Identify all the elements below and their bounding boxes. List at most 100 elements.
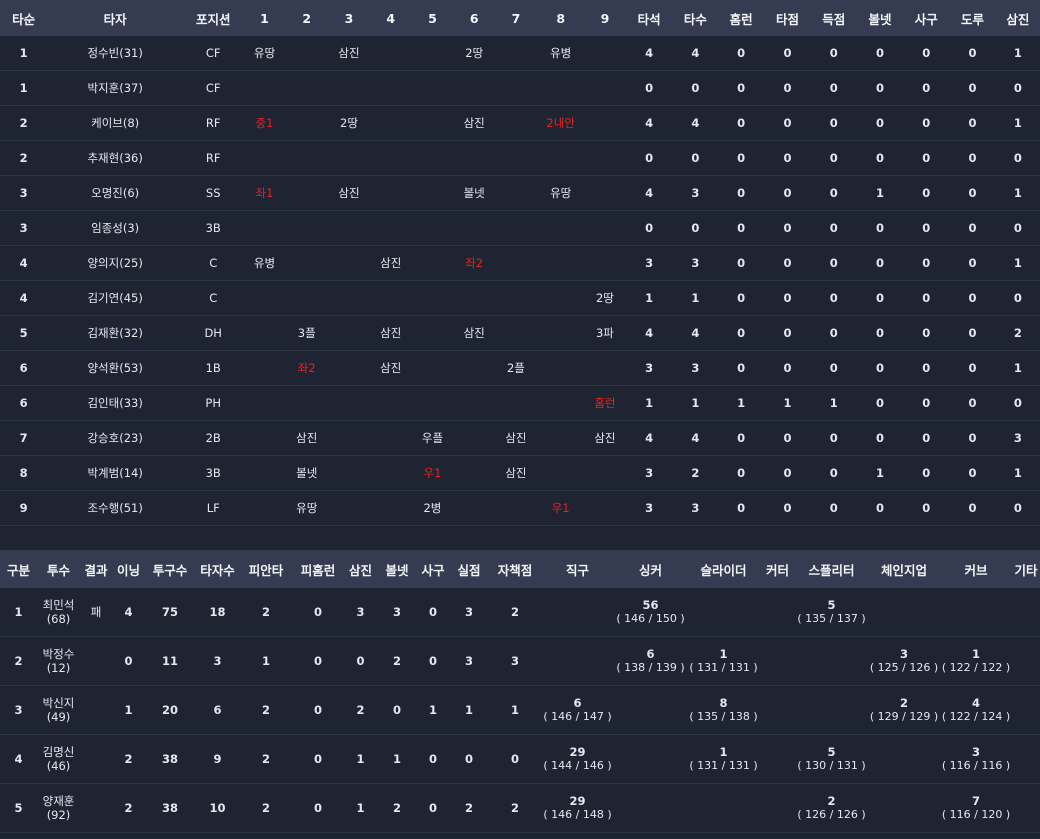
- pitching-header-cell: 피안타: [240, 550, 292, 588]
- pitch-type-cell: [760, 783, 795, 833]
- batting-row: 9 조수행(51) LF 유땅 2병 우1 3 3 0 0 0 0 0 0 0: [0, 490, 1040, 526]
- pitch-type-cell: [760, 734, 795, 784]
- inning-result: 삼진: [453, 315, 495, 351]
- pitching-stat: 패: [80, 588, 112, 637]
- batter-name: 강승호(23): [47, 420, 184, 456]
- pitching-stat: 0: [417, 734, 449, 784]
- batting-stat: 0: [903, 36, 950, 71]
- batting-stat: 1: [625, 385, 673, 421]
- batting-stat: 0: [903, 210, 950, 246]
- batting-stat: 1: [810, 385, 857, 421]
- inning-result: 유땅: [537, 175, 585, 211]
- batting-stat: 0: [672, 140, 719, 176]
- pitch-speed: ( 146 / 147 ): [543, 710, 612, 723]
- inning-result: [411, 315, 454, 351]
- inning-result: [453, 385, 495, 421]
- batter-position: C: [183, 280, 244, 316]
- batting-stat: 0: [856, 140, 904, 176]
- batting-order: 1: [0, 70, 48, 106]
- pitcher-number: (49): [46, 710, 71, 724]
- inning-result: [537, 385, 585, 421]
- pitching-header-row: 구분 투수 결과 이닝 투구수 타자수 피안타 피홈런 삼진 볼넷 사구 실점 자책점 직구 싱커 슬라이더 커…: [0, 550, 1040, 588]
- batting-stat: 0: [949, 245, 996, 281]
- batting-header-cell: 타수: [672, 0, 719, 36]
- inning-result: [243, 70, 286, 106]
- batting-stat: 3: [625, 490, 673, 526]
- inning-result: [370, 385, 412, 421]
- pitch-type-cell: 3( 125 / 126 ): [868, 636, 940, 686]
- batting-row: 2 케이브(8) RF 중1 2땅 삼진 2내안 4 4 0 0 0 0 0 0 1: [0, 105, 1040, 141]
- batting-stat: 0: [903, 315, 950, 351]
- inning-result: [584, 350, 626, 386]
- batting-row: 3 임종성(3) 3B 0 0 0 0 0 0 0 0 0: [0, 210, 1040, 246]
- batting-row: 6 김인태(33) PH 홈런 1 1 1 1 1 0 0 0 0: [0, 385, 1040, 421]
- pitch-type-cell: [795, 636, 868, 686]
- pitching-stat: 1: [240, 636, 292, 686]
- pitch-type-cell: 56( 146 / 150 ): [614, 588, 687, 637]
- batting-header-cell: 7: [494, 0, 538, 36]
- batting-row: 1 정수빈(31) CF 유땅 삼진 2땅 유병 4 4 0 0 0 0 0 0 1: [0, 36, 1040, 71]
- batter-position: 3B: [183, 210, 244, 246]
- pitch-speed: ( 116 / 120 ): [941, 808, 1011, 821]
- inning-result: 삼진: [494, 420, 538, 456]
- batter-name: 조수행(51): [47, 490, 184, 526]
- batting-stat: 0: [949, 315, 996, 351]
- batting-stat: 0: [810, 105, 857, 141]
- batting-header-cell: 볼넷: [856, 0, 904, 36]
- pitcher-number: (92): [46, 808, 71, 822]
- inning-result: [327, 455, 371, 491]
- pitch-speed: ( 126 / 126 ): [797, 808, 866, 821]
- batting-header-cell: 9: [584, 0, 626, 36]
- batting-stat: 0: [856, 385, 904, 421]
- pitch-type-cell: 1( 131 / 131 ): [687, 636, 760, 686]
- inning-result: [453, 350, 495, 386]
- pitching-row: 2 박정수 (12) 0 11 3 1 0 0 2 0 3 3 6( 138 / 139 ) 1( 131 …: [0, 636, 1040, 686]
- pitch-type-cell: 8( 135 / 138 ): [687, 685, 760, 735]
- pitch-count: 3: [971, 745, 980, 759]
- batting-stat: 0: [903, 490, 950, 526]
- inning-result: [370, 280, 412, 316]
- pitching-header-cell: 직구: [541, 550, 614, 588]
- pitch-speed: ( 130 / 131 ): [797, 759, 866, 772]
- pitching-stat: 0: [292, 734, 344, 784]
- pitch-type-cell: [868, 783, 940, 833]
- pitching-stat: 1: [489, 685, 541, 735]
- pitching-stat: 1: [377, 734, 417, 784]
- inning-result: [243, 315, 286, 351]
- pitching-header-cell: 슬라이더: [687, 550, 760, 588]
- batting-order: 4: [0, 245, 48, 281]
- pitch-type-cell: 4( 122 / 124 ): [940, 685, 1012, 735]
- batter-name: 김재환(32): [47, 315, 184, 351]
- pitcher-name: 김명신: [42, 745, 75, 759]
- inning-result: [411, 140, 454, 176]
- pitching-stat: 0: [489, 734, 541, 784]
- batter-name: 추재현(36): [47, 140, 184, 176]
- pitching-stat: 0: [344, 636, 377, 686]
- pitch-type-cell: [614, 783, 687, 833]
- pitch-type-cell: [687, 588, 760, 637]
- pitch-speed: ( 138 / 139 ): [616, 661, 685, 674]
- batting-stat: 2: [672, 455, 719, 491]
- pitch-speed: ( 144 / 146 ): [543, 759, 612, 772]
- inning-result: [584, 105, 626, 141]
- batting-stat: 0: [810, 455, 857, 491]
- pitch-type-cell: [541, 588, 614, 637]
- pitching-stat: 2: [344, 685, 377, 735]
- inning-result: 삼진: [370, 350, 412, 386]
- pitching-stat: 1: [344, 734, 377, 784]
- batting-row: 4 김기연(45) C 2땅 1 1 0 0 0 0 0 0 0: [0, 280, 1040, 316]
- inning-result: [370, 455, 412, 491]
- batting-stat: 0: [764, 175, 811, 211]
- pitching-header-cell: 투수: [37, 550, 80, 588]
- batting-stat: 4: [672, 315, 719, 351]
- inning-result: 좌2: [453, 245, 495, 281]
- inning-result: [370, 175, 412, 211]
- inning-result: [537, 140, 585, 176]
- inning-result: 삼진: [327, 36, 371, 71]
- batting-stat: 0: [764, 36, 811, 71]
- batter-name: 김인태(33): [47, 385, 184, 421]
- batting-stat: 0: [949, 455, 996, 491]
- pitching-stat: 2: [489, 783, 541, 833]
- pitcher-name-cell: 김명신 (46): [37, 734, 80, 784]
- pitching-row: 1 최민석 (68) 패 4 75 18 2 0 3 3 0 3 2 56( 146 / 150 ) 5( 1…: [0, 588, 1040, 637]
